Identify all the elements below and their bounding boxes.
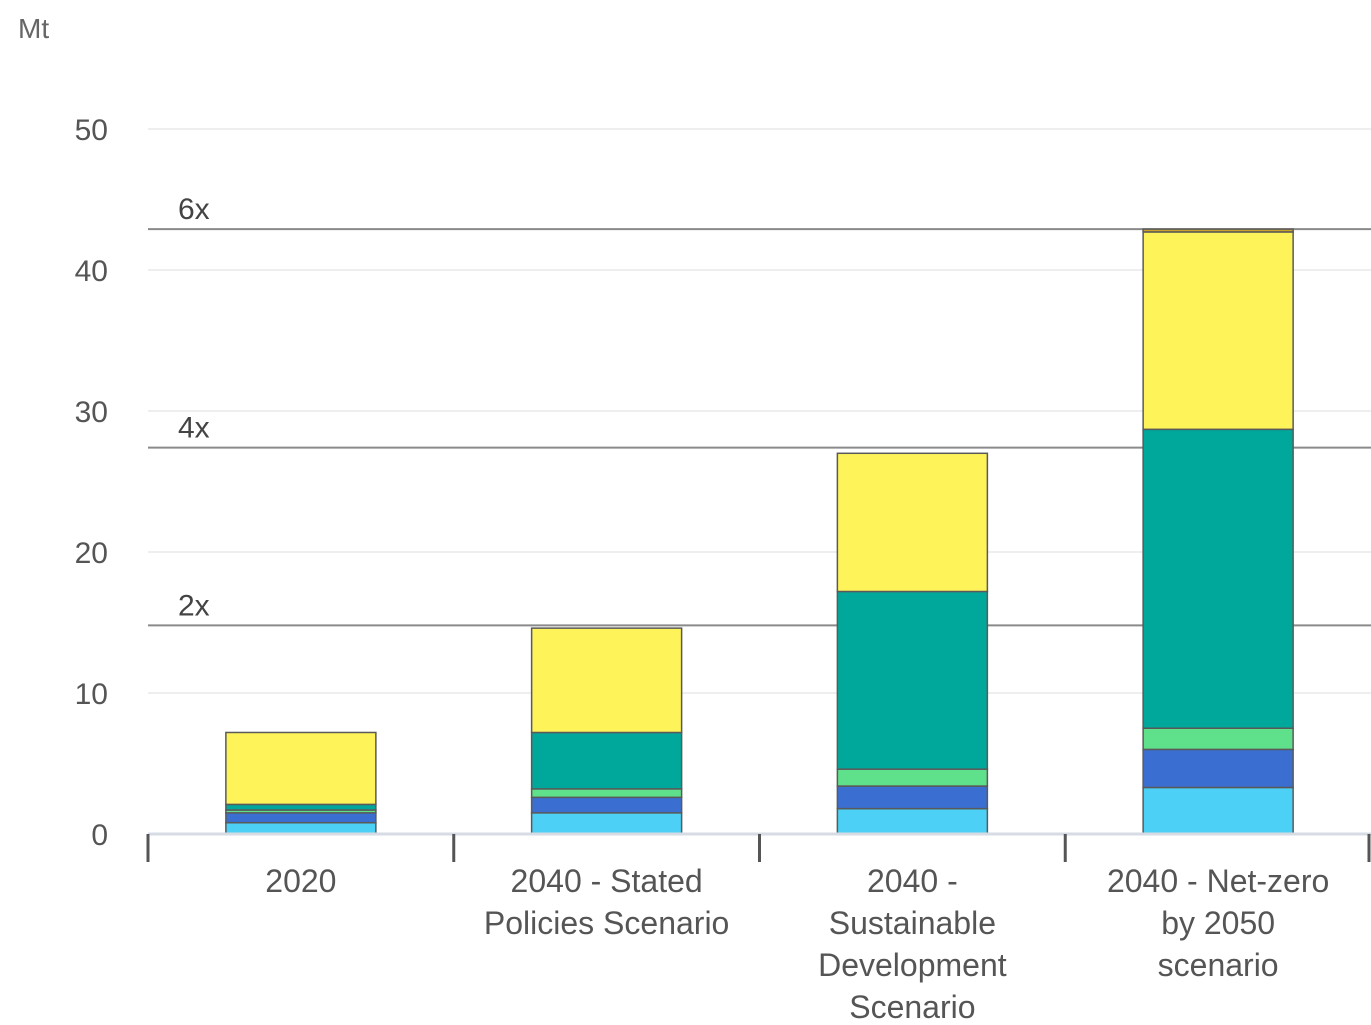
- category-label: Scenario: [849, 989, 975, 1025]
- y-tick-label: 20: [75, 537, 108, 570]
- category-labels: 2020 2040 - Stated Policies Scenario 2040 -…: [265, 863, 1329, 1025]
- category-label: Sustainable: [829, 905, 996, 941]
- bar-segment: [1142, 786, 1294, 835]
- bar-segment: [836, 785, 989, 810]
- bar-segment: [225, 803, 377, 811]
- bar-segment: [530, 731, 683, 790]
- y-tick-label: 40: [75, 255, 108, 288]
- y-tick-label: 50: [75, 114, 108, 147]
- bar-segment: [1142, 231, 1294, 431]
- y-tick-label: 0: [91, 819, 108, 852]
- bar-segment: [836, 452, 989, 593]
- category-label: 2040 - Net-zero: [1107, 863, 1329, 899]
- bar-segment: [225, 812, 377, 824]
- bar-segment: [530, 627, 683, 734]
- bar-segment: [836, 807, 989, 835]
- bar-segment: [530, 812, 683, 835]
- bar-segment: [225, 821, 377, 835]
- category-label: 2040 -: [867, 863, 958, 899]
- bar-segment: [530, 788, 683, 799]
- reference-line-label: 4x: [178, 412, 210, 445]
- bar-segment: [1142, 228, 1294, 233]
- reference-line-label: 6x: [178, 193, 210, 226]
- bar-segment: [1142, 428, 1294, 729]
- bar-segment: [225, 731, 377, 806]
- reference-line-label: 2x: [178, 589, 210, 622]
- category-label: Policies Scenario: [484, 905, 729, 941]
- y-tick-label: 30: [75, 396, 108, 429]
- bar-segment: [530, 796, 683, 814]
- bar-segment: [1142, 727, 1294, 751]
- category-label: 2020: [265, 863, 336, 899]
- category-label: by 2050: [1161, 905, 1275, 941]
- y-unit-label: Mt: [18, 13, 49, 44]
- y-tick-label: 10: [75, 678, 108, 711]
- bar-segment: [1142, 748, 1294, 789]
- bars: [225, 228, 1294, 835]
- bar-segment: [836, 768, 989, 787]
- bar-segment: [836, 590, 989, 770]
- category-label: 2040 - Stated: [511, 863, 703, 899]
- category-label: Development: [818, 947, 1007, 983]
- y-tick-labels: 0 10 20 30 40 50: [75, 114, 108, 852]
- category-label: scenario: [1158, 947, 1279, 983]
- x-axis: [146, 832, 1371, 862]
